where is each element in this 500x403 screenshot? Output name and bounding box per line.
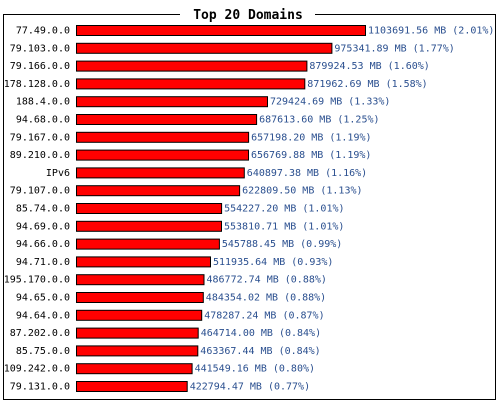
- bar: [76, 185, 241, 197]
- bar: [76, 96, 268, 108]
- value-label: 554227.20 MB (1.01%): [224, 204, 344, 215]
- category-label: 94.64.0.0: [16, 310, 70, 321]
- value-label: 871962.69 MB (1.58%): [307, 79, 427, 90]
- title-background: [180, 5, 315, 23]
- bar: [76, 345, 199, 357]
- value-label: 879924.53 MB (1.60%): [309, 61, 429, 72]
- category-label: 77.49.0.0: [16, 26, 70, 37]
- value-label: 1103691.56 MB (2.01%): [368, 26, 494, 37]
- value-label: 729424.69 MB (1.33%): [270, 97, 390, 108]
- category-label: 94.66.0.0: [16, 239, 70, 250]
- value-label: 478287.24 MB (0.87%): [204, 310, 324, 321]
- bar: [76, 78, 306, 90]
- category-label: 79.103.0.0: [10, 43, 70, 54]
- bar: [76, 131, 250, 143]
- category-label: 79.166.0.0: [10, 61, 70, 72]
- category-label: 79.131.0.0: [10, 382, 70, 393]
- category-label: 87.202.0.0: [10, 328, 70, 339]
- bar: [76, 309, 203, 321]
- value-label: 511935.64 MB (0.93%): [213, 257, 333, 268]
- value-label: 486772.74 MB (0.88%): [207, 275, 327, 286]
- bar: [76, 363, 193, 375]
- value-label: 622809.50 MB (1.13%): [242, 186, 362, 197]
- value-label: 422794.47 MB (0.77%): [190, 382, 310, 393]
- category-label: 85.75.0.0: [16, 346, 70, 357]
- category-label: 89.210.0.0: [10, 150, 70, 161]
- bar: [76, 292, 204, 303]
- bar: [76, 274, 205, 286]
- value-label: 553810.71 MB (1.01%): [224, 221, 344, 232]
- category-label: 178.128.0.0: [4, 79, 70, 90]
- value-label: 687613.60 MB (1.25%): [259, 115, 379, 126]
- chart-title: Top 20 Domains: [193, 8, 303, 23]
- bar: [76, 327, 199, 339]
- value-label: 464714.00 MB (0.84%): [201, 328, 321, 339]
- value-label: 640897.38 MB (1.16%): [247, 168, 367, 179]
- bar: [76, 220, 222, 232]
- category-label: 79.167.0.0: [10, 132, 70, 143]
- category-label: 188.4.0.0: [16, 97, 70, 108]
- bar: [76, 203, 223, 214]
- bar: [76, 114, 258, 125]
- category-label: 94.68.0.0: [16, 115, 70, 126]
- value-label: 545788.45 MB (0.99%): [222, 239, 342, 250]
- bar: [76, 42, 333, 54]
- category-label: 94.65.0.0: [16, 293, 70, 304]
- category-label: 195.170.0.0: [4, 275, 70, 286]
- bar: [76, 60, 308, 72]
- bar: [76, 256, 211, 268]
- value-label: 975341.89 MB (1.77%): [334, 43, 454, 54]
- category-label: 94.69.0.0: [16, 221, 70, 232]
- bar: [76, 238, 220, 250]
- bars-layer: 77.49.0.0 1103691.56 MB (2.01%) 79.103.0.0…: [4, 25, 494, 393]
- category-label: 94.71.0.0: [16, 257, 70, 268]
- value-label: 657198.20 MB (1.19%): [251, 132, 371, 143]
- bar: [76, 381, 188, 392]
- value-label: 463367.44 MB (0.84%): [200, 346, 320, 357]
- value-label: 441549.16 MB (0.80%): [195, 364, 315, 375]
- category-label: 109.242.0.0: [4, 364, 70, 375]
- bar: [76, 25, 366, 36]
- bar: [76, 167, 245, 179]
- category-label: 79.107.0.0: [10, 186, 70, 197]
- value-label: 656769.88 MB (1.19%): [251, 150, 371, 161]
- value-label: 484354.02 MB (0.88%): [206, 293, 326, 304]
- bar: [76, 149, 249, 161]
- category-label: 85.74.0.0: [16, 204, 70, 215]
- category-label: IPv6: [46, 168, 70, 179]
